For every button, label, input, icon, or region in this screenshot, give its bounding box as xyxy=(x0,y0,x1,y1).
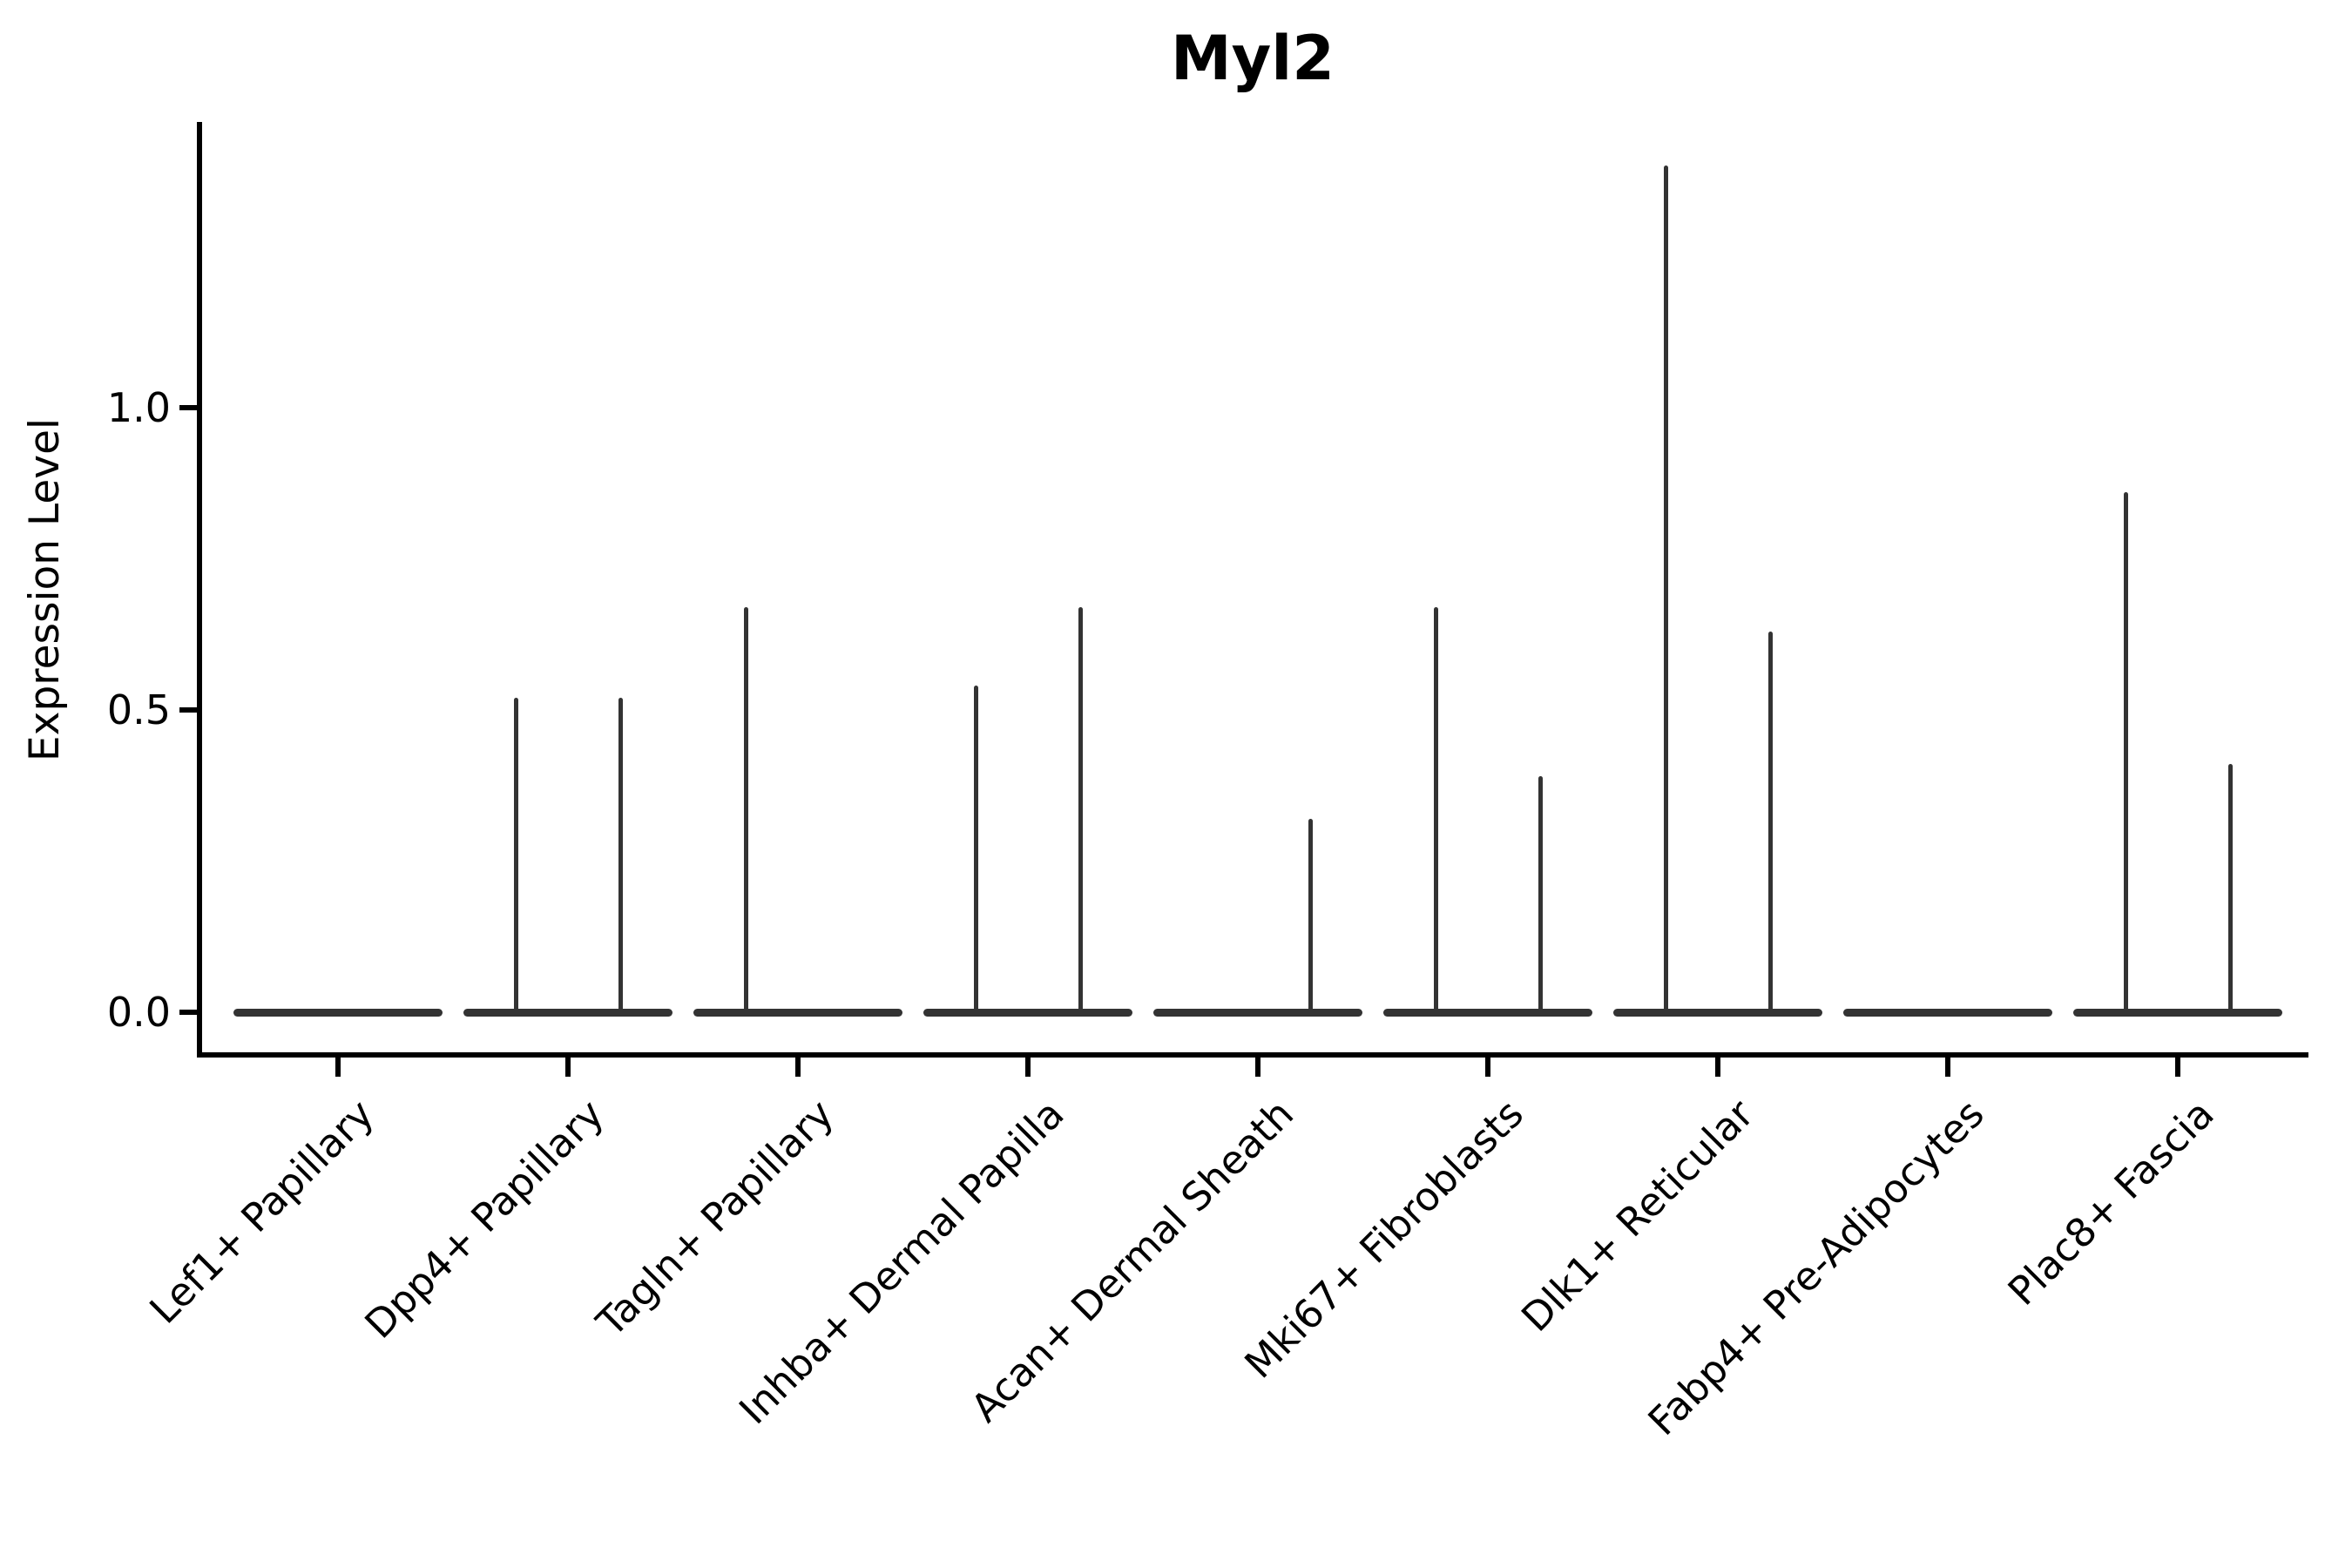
violin-spike xyxy=(2227,764,2233,1012)
x-tick xyxy=(1255,1058,1260,1077)
x-tick xyxy=(335,1058,341,1077)
violin-spike xyxy=(513,698,518,1012)
y-tick-label: 0.0 xyxy=(106,989,171,1036)
x-tick xyxy=(1485,1058,1490,1077)
violin-spike xyxy=(1078,607,1083,1012)
violin-spike xyxy=(1663,166,1668,1012)
violin-baseline xyxy=(693,1008,902,1017)
y-tick xyxy=(179,405,197,410)
violin-spike xyxy=(973,686,978,1012)
violin-baseline xyxy=(923,1008,1132,1017)
plot-title: Myl2 xyxy=(1171,23,1335,94)
y-tick xyxy=(179,707,197,713)
y-tick xyxy=(179,1010,197,1015)
x-tick xyxy=(2175,1058,2180,1077)
violin-baseline xyxy=(1843,1008,2052,1017)
x-tick xyxy=(1715,1058,1720,1077)
violin-baseline xyxy=(1153,1008,1362,1017)
y-tick-label: 1.0 xyxy=(106,384,171,431)
x-axis-spine xyxy=(197,1052,2308,1058)
violin-spike xyxy=(1308,818,1313,1012)
violin-spike xyxy=(1767,631,1773,1012)
y-tick-label: 0.5 xyxy=(106,686,171,733)
violin-baseline xyxy=(2073,1008,2282,1017)
violin-baseline xyxy=(1613,1008,1822,1017)
violin-baseline xyxy=(233,1008,443,1017)
violin-spike xyxy=(1538,776,1543,1012)
y-axis-spine xyxy=(197,122,202,1058)
violin-spike xyxy=(743,607,748,1012)
x-tick xyxy=(1945,1058,1950,1077)
violin-spike xyxy=(618,698,623,1012)
x-tick xyxy=(1025,1058,1031,1077)
violin-spike xyxy=(1433,607,1438,1012)
x-tick xyxy=(795,1058,801,1077)
violin-baseline xyxy=(1383,1008,1592,1017)
violin-spike xyxy=(2123,492,2128,1012)
x-tick xyxy=(565,1058,571,1077)
violin-baseline xyxy=(463,1008,672,1017)
